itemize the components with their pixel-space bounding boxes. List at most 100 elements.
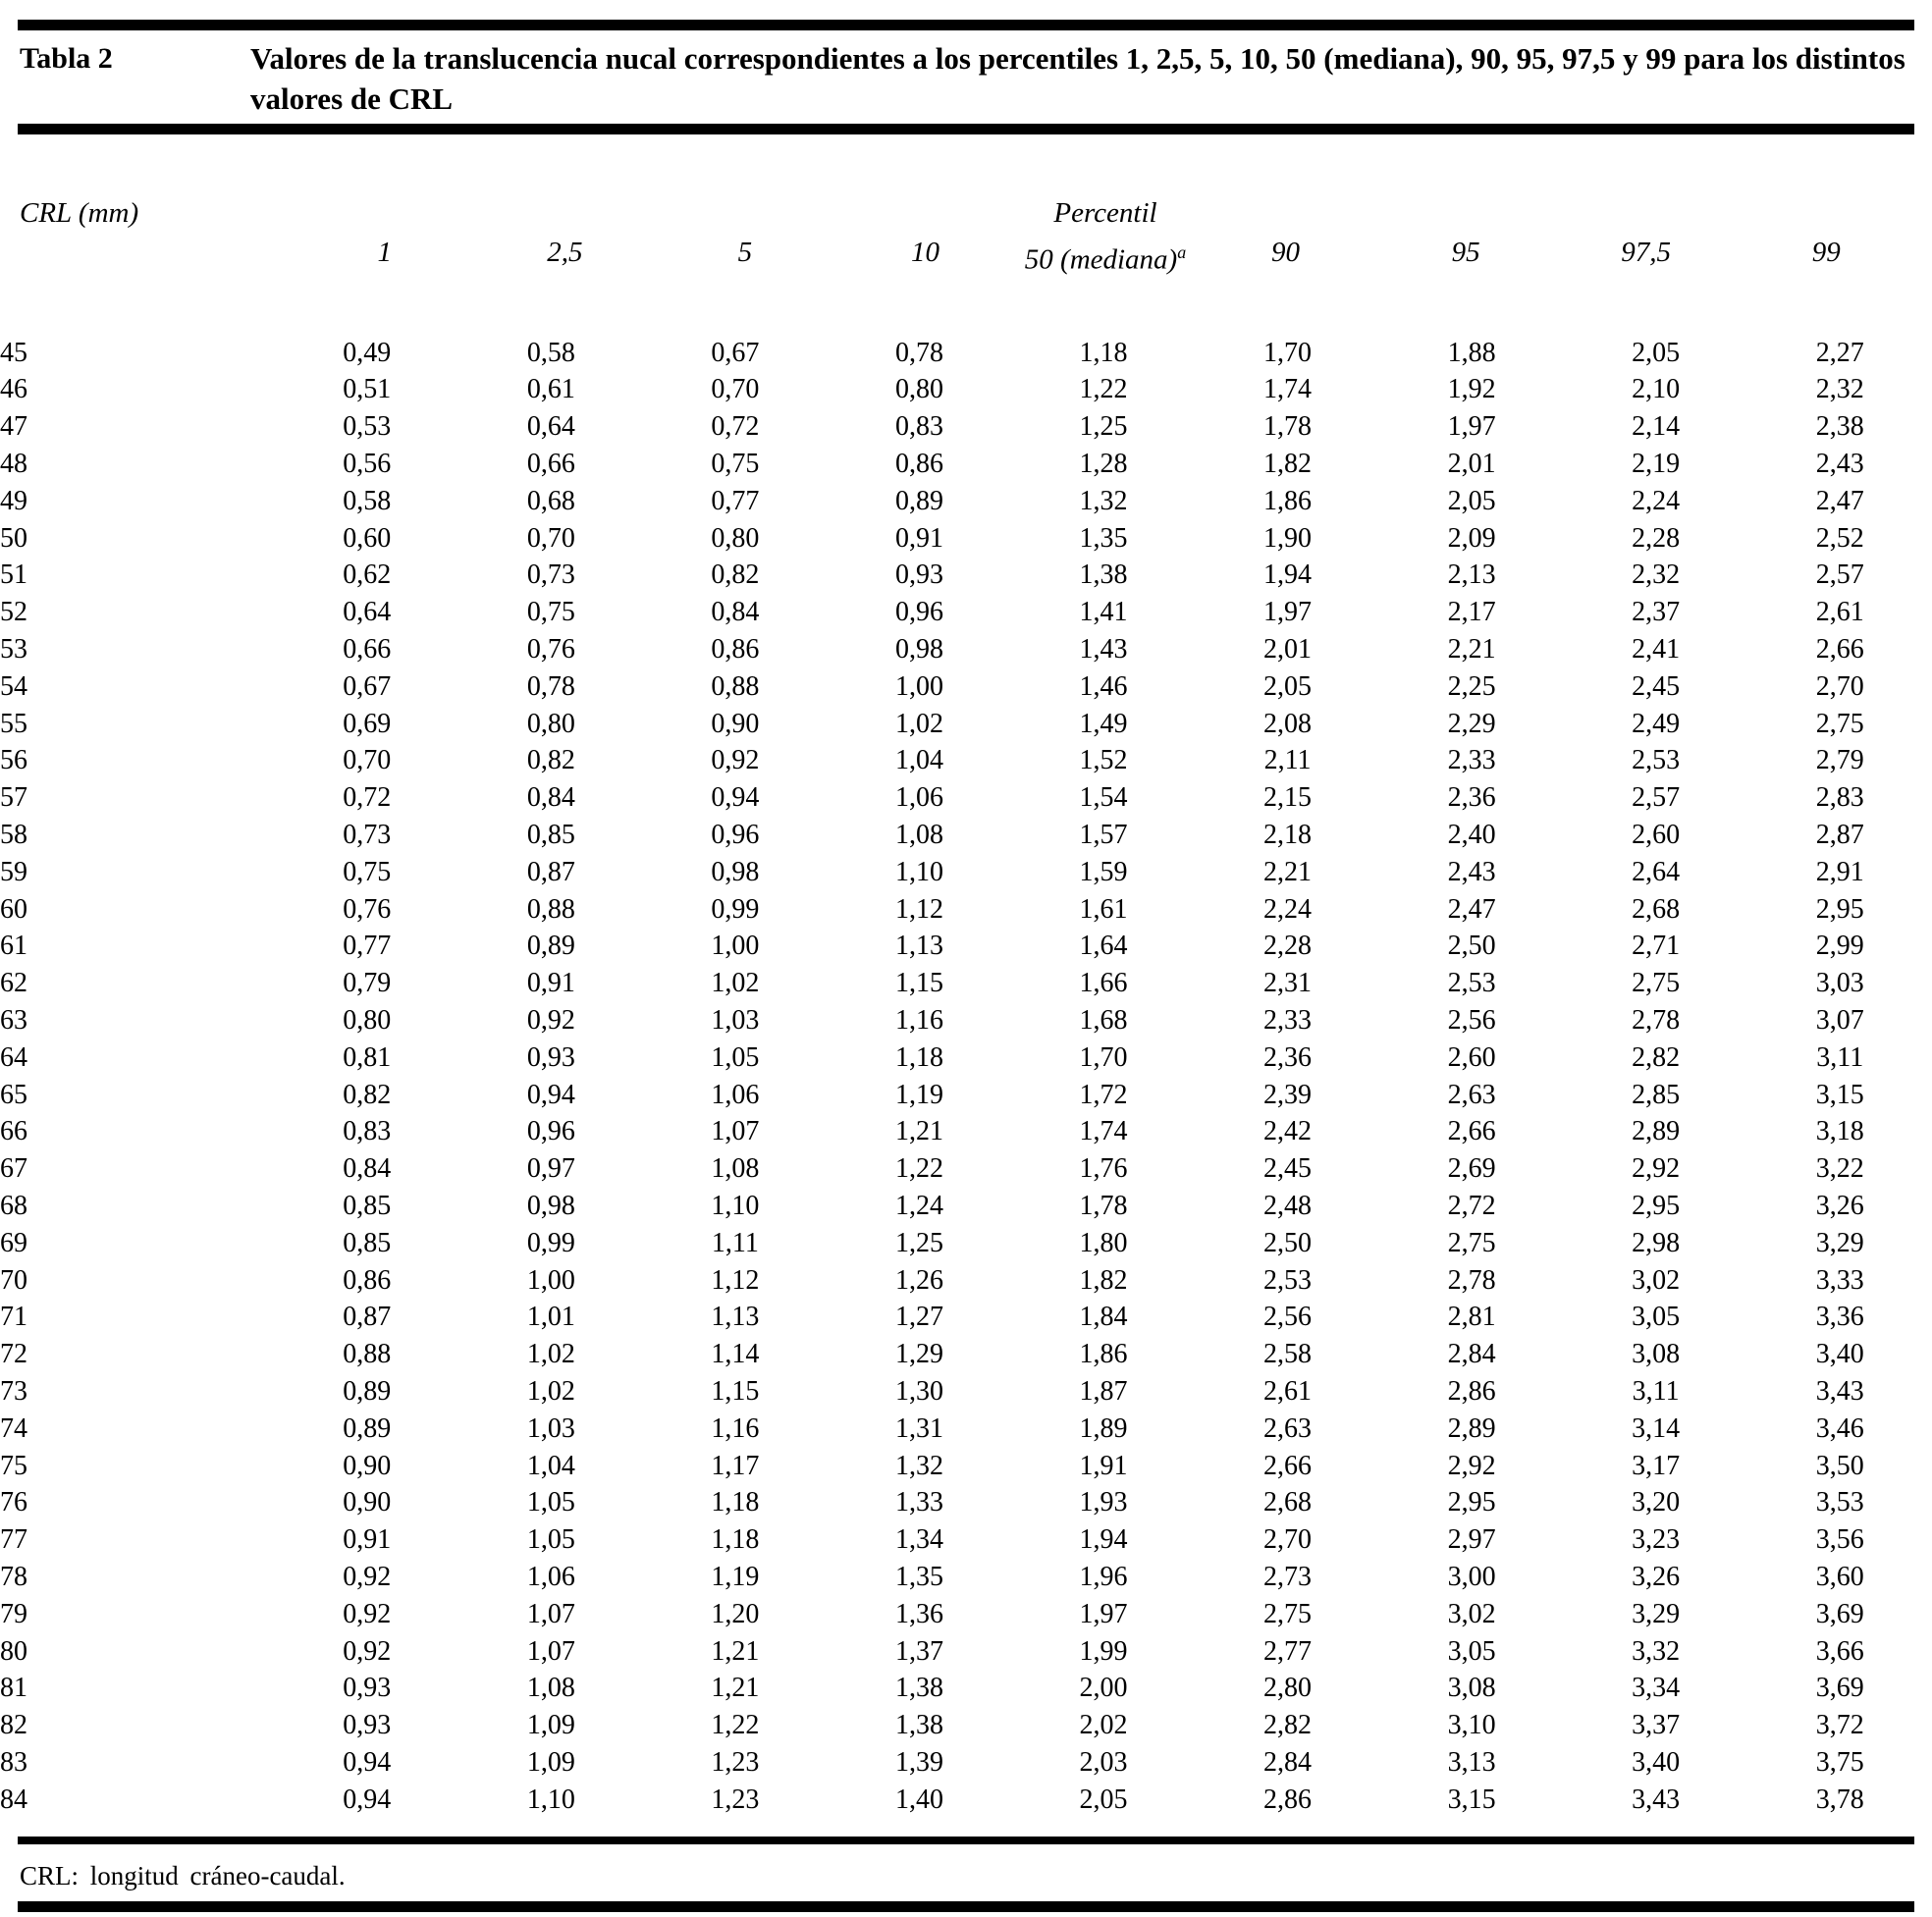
nt-percentile-value: 1,10 — [711, 1190, 760, 1221]
nt-percentile-value: 1,15 — [894, 968, 943, 999]
nt-percentile-value: 1,61 — [1079, 893, 1128, 925]
nt-percentile-value: 2,42 — [1263, 1116, 1313, 1147]
nt-percentile-value: 3,05 — [1447, 1635, 1496, 1667]
crl-value: 56 — [0, 745, 27, 776]
crl-value: 70 — [0, 1264, 27, 1296]
nt-percentile-value: 0,73 — [343, 820, 392, 851]
nt-percentile-value: 1,18 — [711, 1487, 760, 1518]
nt-percentile-value: 3,75 — [1815, 1746, 1864, 1778]
nt-percentile-value: 0,84 — [343, 1153, 392, 1185]
table-row: 51 0,62 0,73 0,82 0,93 1,38 1,94 2,13 2,32 2,57 — [0, 557, 1932, 594]
table-row: 47 0,53 0,64 0,72 0,83 1,25 1,78 1,97 2,14 2,38 — [0, 408, 1932, 446]
nt-percentile-value: 2,31 — [1263, 968, 1313, 999]
nt-percentile-value: 1,32 — [1079, 485, 1128, 516]
nt-percentile-value: 1,89 — [1079, 1412, 1128, 1444]
nt-percentile-value: 1,31 — [894, 1412, 943, 1444]
nt-percentile-value: 2,28 — [1263, 931, 1313, 962]
nt-percentile-value: 0,70 — [711, 374, 760, 405]
nt-percentile-value: 2,89 — [1632, 1116, 1681, 1147]
nt-percentile-value: 2,38 — [1815, 411, 1864, 443]
nt-percentile-value: 1,97 — [1447, 411, 1496, 443]
nt-percentile-value: 1,18 — [1079, 337, 1128, 368]
nt-percentile-value: 2,57 — [1632, 782, 1681, 814]
nt-percentile-value: 0,82 — [526, 745, 575, 776]
nt-percentile-value: 0,83 — [894, 411, 943, 443]
nt-percentile-value: 1,38 — [894, 1673, 943, 1704]
nt-percentile-value: 0,92 — [343, 1635, 392, 1667]
percentile-column-header: 50 (mediana)a — [1024, 242, 1187, 276]
nt-percentile-value: 0,82 — [711, 559, 760, 591]
nt-percentile-value: 2,27 — [1815, 337, 1864, 368]
nt-percentile-value: 1,25 — [1079, 411, 1128, 443]
nt-percentile-value: 2,61 — [1263, 1375, 1313, 1407]
nt-percentile-value: 1,03 — [711, 1005, 760, 1036]
nt-percentile-value: 1,24 — [894, 1190, 943, 1221]
nt-percentile-value: 0,60 — [343, 522, 392, 554]
crl-value: 67 — [0, 1153, 27, 1185]
nt-percentile-value: 0,96 — [711, 820, 760, 851]
nt-percentile-value: 3,53 — [1815, 1487, 1864, 1518]
nt-percentile-value: 3,26 — [1632, 1561, 1681, 1592]
nt-percentile-value: 2,49 — [1632, 708, 1681, 739]
nt-percentile-value: 1,38 — [1079, 559, 1128, 591]
percentile-column-header: 2,5 — [547, 237, 583, 268]
nt-percentile-value: 0,75 — [343, 856, 392, 887]
nt-percentile-value: 0,76 — [343, 893, 392, 925]
nt-percentile-value: 2,75 — [1815, 708, 1864, 739]
nt-percentile-value: 3,40 — [1815, 1339, 1864, 1370]
nt-percentile-value: 2,56 — [1447, 1005, 1496, 1036]
nt-percentile-value: 1,19 — [711, 1561, 760, 1592]
nt-percentile-value: 2,57 — [1815, 559, 1864, 591]
crl-value: 46 — [0, 374, 27, 405]
nt-percentile-value: 1,38 — [894, 1710, 943, 1741]
nt-percentile-value: 1,25 — [894, 1227, 943, 1258]
table-row: 64 0,81 0,93 1,05 1,18 1,70 2,36 2,60 2,82 3,11 — [0, 1039, 1932, 1077]
nt-percentile-value: 2,83 — [1815, 782, 1864, 814]
nt-percentile-value: 1,70 — [1263, 337, 1313, 368]
crl-column-header: CRL (mm) — [20, 197, 139, 229]
nt-percentile-value: 0,75 — [526, 597, 575, 628]
crl-value: 50 — [0, 522, 27, 554]
nt-percentile-value: 1,09 — [526, 1710, 575, 1741]
nt-percentile-value: 3,11 — [1816, 1041, 1864, 1073]
nt-percentile-value: 1,03 — [526, 1412, 575, 1444]
nt-percentile-value: 0,89 — [343, 1375, 392, 1407]
nt-percentile-value: 1,21 — [711, 1673, 760, 1704]
crl-value: 69 — [0, 1227, 27, 1258]
nt-percentile-value: 0,80 — [894, 374, 943, 405]
nt-percentile-value: 1,10 — [526, 1784, 575, 1815]
nt-percentile-value: 0,80 — [526, 708, 575, 739]
nt-percentile-value: 3,43 — [1815, 1375, 1864, 1407]
table-body: 45 0,49 0,58 0,67 0,78 1,18 1,70 1,88 2,05 2,27 46… — [0, 335, 1932, 1819]
nt-percentile-value: 3,60 — [1815, 1561, 1864, 1592]
nt-percentile-value: 2,21 — [1447, 634, 1496, 666]
nt-percentile-value: 1,22 — [1079, 374, 1128, 405]
crl-value: 74 — [0, 1412, 27, 1444]
table-row: 69 0,85 0,99 1,11 1,25 1,80 2,50 2,75 2,98 3,29 — [0, 1225, 1932, 1262]
crl-value: 65 — [0, 1079, 27, 1110]
table-row: 81 0,93 1,08 1,21 1,38 2,00 2,80 3,08 3,34 3,69 — [0, 1670, 1932, 1707]
nt-percentile-value: 0,61 — [526, 374, 575, 405]
nt-percentile-value: 3,43 — [1632, 1784, 1681, 1815]
nt-percentile-value: 0,92 — [526, 1005, 575, 1036]
nt-percentile-value: 2,95 — [1447, 1487, 1496, 1518]
nt-percentile-value: 0,84 — [711, 597, 760, 628]
nt-percentile-value: 1,68 — [1079, 1005, 1128, 1036]
percentile-column-header: 95 — [1451, 237, 1480, 268]
nt-percentile-value: 1,74 — [1079, 1116, 1128, 1147]
nt-percentile-value: 2,99 — [1815, 931, 1864, 962]
nt-percentile-value: 2,09 — [1447, 522, 1496, 554]
nt-percentile-value: 1,90 — [1263, 522, 1313, 554]
nt-percentile-value: 0,90 — [343, 1450, 392, 1481]
nt-percentile-value: 1,05 — [526, 1487, 575, 1518]
table-row: 77 0,91 1,05 1,18 1,34 1,94 2,70 2,97 3,23 3,56 — [0, 1521, 1932, 1559]
nt-percentile-value: 1,99 — [1079, 1635, 1128, 1667]
nt-percentile-value: 1,80 — [1079, 1227, 1128, 1258]
nt-percentile-value: 0,78 — [894, 337, 943, 368]
nt-percentile-value: 1,08 — [526, 1673, 575, 1704]
nt-percentile-value: 1,84 — [1079, 1302, 1128, 1333]
nt-percentile-value: 0,89 — [894, 485, 943, 516]
table-row: 49 0,58 0,68 0,77 0,89 1,32 1,86 2,05 2,24 2,47 — [0, 483, 1932, 520]
nt-percentile-value: 3,32 — [1632, 1635, 1681, 1667]
table-row: 76 0,90 1,05 1,18 1,33 1,93 2,68 2,95 3,20 3,53 — [0, 1484, 1932, 1521]
